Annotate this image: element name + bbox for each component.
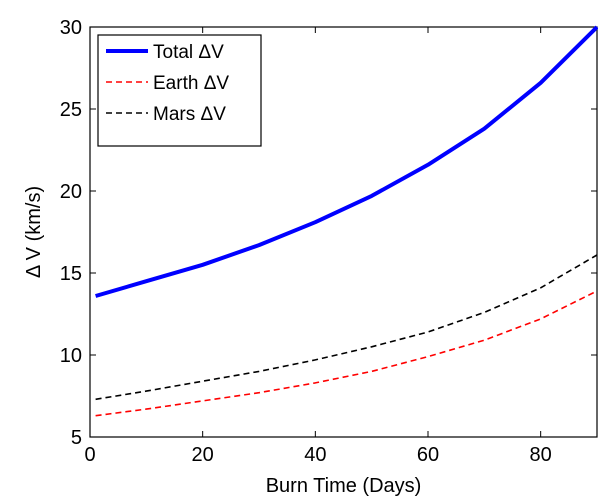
- series-line-1: [95, 290, 598, 417]
- y-axis-ticks: 5 10 15 20 25 30: [60, 17, 597, 449]
- y-tick-label: 25: [60, 99, 82, 121]
- legend-label: Total ΔV: [153, 42, 224, 63]
- x-tick-label: 40: [304, 444, 326, 466]
- y-tick-label: 10: [60, 345, 82, 367]
- legend-label: Mars ΔV: [153, 104, 226, 125]
- x-tick-label: 20: [192, 444, 214, 466]
- x-tick-label: 60: [417, 444, 439, 466]
- y-tick-label: 30: [60, 17, 82, 39]
- x-tick-label: 80: [530, 444, 552, 466]
- series-lines: [95, 25, 598, 417]
- y-axis-label: Δ V (km/s): [23, 186, 45, 278]
- series-line-2: [95, 254, 598, 401]
- legend-label: Earth ΔV: [153, 73, 229, 94]
- legend-box: [97, 34, 262, 147]
- y-tick-label: 20: [60, 181, 82, 203]
- x-tick-label: 0: [84, 444, 95, 466]
- y-tick-label: 15: [60, 263, 82, 285]
- x-axis-label: Burn Time (Days): [266, 475, 422, 497]
- legend: Total ΔV Earth ΔV Mars ΔV: [97, 34, 262, 147]
- series-line-0: [95, 25, 598, 298]
- plot-frame: [89, 26, 598, 438]
- x-axis-ticks: 0 20 40 60 80: [84, 27, 552, 466]
- y-tick-label: 5: [71, 427, 82, 449]
